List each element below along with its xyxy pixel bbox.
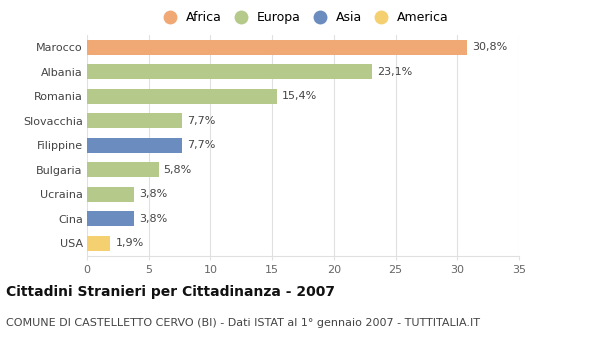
Text: 15,4%: 15,4% bbox=[282, 91, 317, 101]
Bar bbox=[87, 40, 467, 55]
Bar bbox=[87, 89, 277, 104]
Text: 23,1%: 23,1% bbox=[377, 67, 412, 77]
Text: 7,7%: 7,7% bbox=[187, 140, 215, 150]
Text: Cittadini Stranieri per Cittadinanza - 2007: Cittadini Stranieri per Cittadinanza - 2… bbox=[6, 285, 335, 299]
Text: 5,8%: 5,8% bbox=[164, 165, 192, 175]
Text: 3,8%: 3,8% bbox=[139, 189, 167, 199]
Bar bbox=[87, 138, 182, 153]
Text: COMUNE DI CASTELLETTO CERVO (BI) - Dati ISTAT al 1° gennaio 2007 - TUTTITALIA.IT: COMUNE DI CASTELLETTO CERVO (BI) - Dati … bbox=[6, 318, 480, 329]
Text: 30,8%: 30,8% bbox=[472, 42, 508, 52]
Bar bbox=[87, 64, 372, 79]
Text: 7,7%: 7,7% bbox=[187, 116, 215, 126]
Bar bbox=[87, 113, 182, 128]
Bar bbox=[87, 211, 134, 226]
Bar bbox=[87, 162, 158, 177]
Text: 1,9%: 1,9% bbox=[115, 238, 143, 248]
Text: 3,8%: 3,8% bbox=[139, 214, 167, 224]
Bar bbox=[87, 187, 134, 202]
Legend: Africa, Europa, Asia, America: Africa, Europa, Asia, America bbox=[157, 11, 449, 25]
Bar bbox=[87, 236, 110, 251]
